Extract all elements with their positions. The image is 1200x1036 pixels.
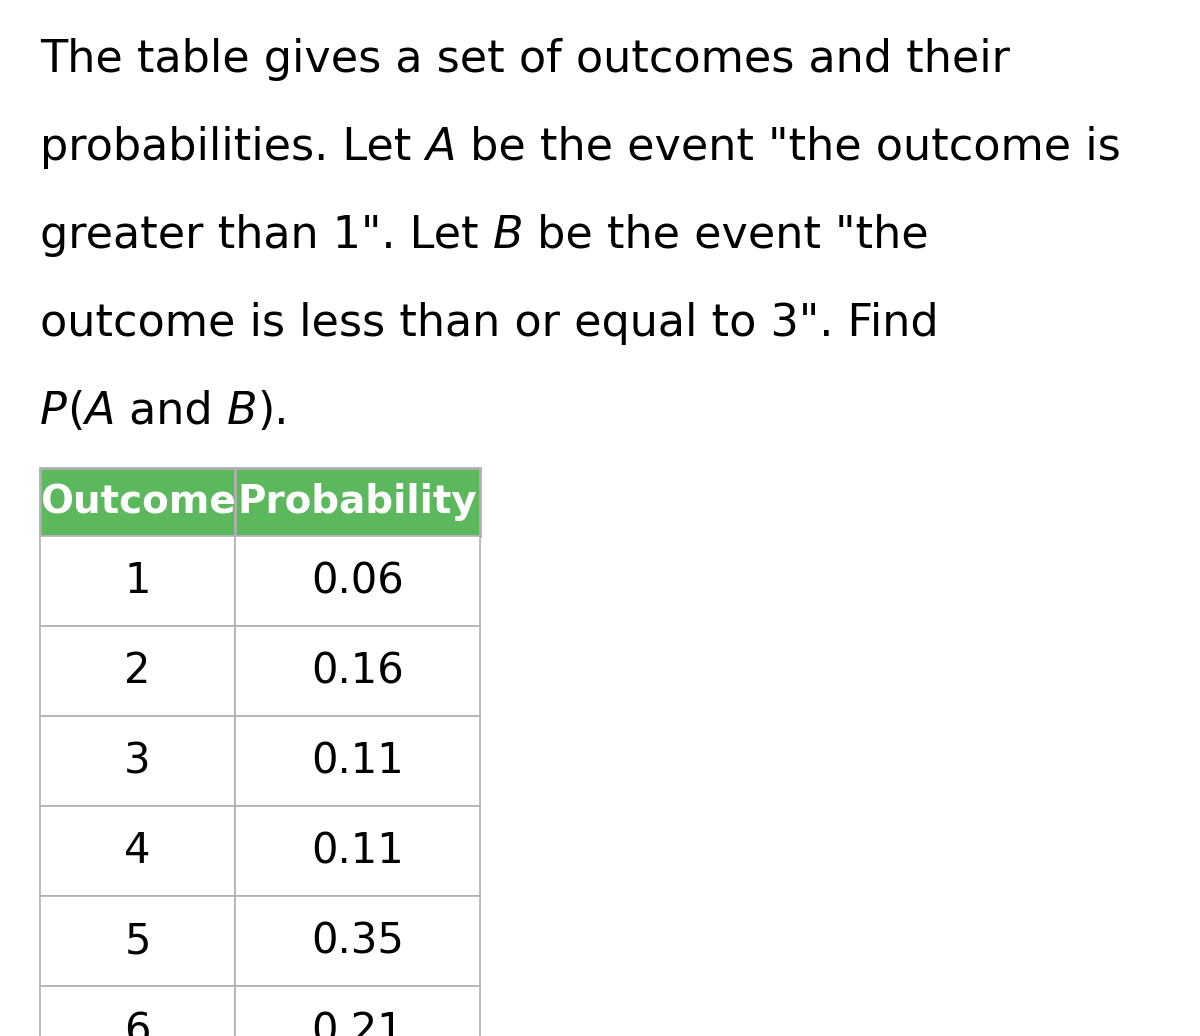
Text: Probability: Probability xyxy=(238,483,478,521)
Text: 0.21: 0.21 xyxy=(311,1010,404,1036)
Text: 4: 4 xyxy=(125,830,151,872)
Text: 0.16: 0.16 xyxy=(311,650,404,692)
Text: The table gives a set of outcomes and their: The table gives a set of outcomes and th… xyxy=(40,38,1010,81)
Text: P: P xyxy=(40,390,67,433)
Text: be the event "the outcome is: be the event "the outcome is xyxy=(456,126,1121,169)
Text: A: A xyxy=(84,390,115,433)
Text: ).: ). xyxy=(257,390,288,433)
Text: B: B xyxy=(227,390,257,433)
Text: A: A xyxy=(426,126,456,169)
Text: greater than 1". Let: greater than 1". Let xyxy=(40,214,493,257)
Text: 0.06: 0.06 xyxy=(311,560,404,602)
Text: 6: 6 xyxy=(125,1010,151,1036)
Text: 3: 3 xyxy=(124,740,151,782)
Text: be the event "the: be the event "the xyxy=(523,214,929,257)
Text: probabilities. Let: probabilities. Let xyxy=(40,126,426,169)
Text: 0.11: 0.11 xyxy=(311,830,404,872)
Text: 2: 2 xyxy=(125,650,151,692)
Text: outcome is less than or equal to 3". Find: outcome is less than or equal to 3". Fin… xyxy=(40,303,938,345)
Text: 5: 5 xyxy=(125,920,151,962)
Text: 1: 1 xyxy=(125,560,151,602)
Text: 0.11: 0.11 xyxy=(311,740,404,782)
Text: (: ( xyxy=(67,390,84,433)
Text: Outcome: Outcome xyxy=(40,483,235,521)
Text: and: and xyxy=(115,390,227,433)
Text: B: B xyxy=(493,214,523,257)
Text: 0.35: 0.35 xyxy=(311,920,404,962)
